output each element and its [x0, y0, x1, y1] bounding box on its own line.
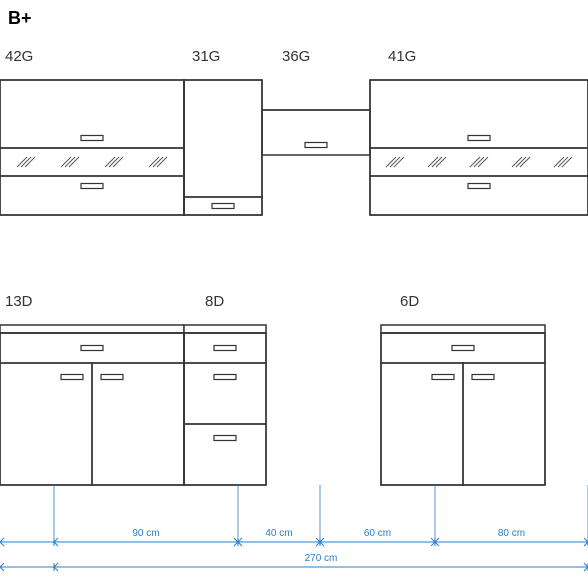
dimension-label: 60 cm	[353, 528, 403, 539]
cabinet-diagram	[0, 0, 588, 588]
upper-label: 31G	[192, 48, 220, 65]
upper-label: 36G	[282, 48, 310, 65]
upper-label: 42G	[5, 48, 33, 65]
dimension-label: 80 cm	[487, 528, 537, 539]
lower-label: 8D	[205, 293, 224, 310]
dimension-label: 90 cm	[121, 528, 171, 539]
upper-label: 41G	[388, 48, 416, 65]
config-title: B+	[8, 8, 32, 29]
lower-label: 6D	[400, 293, 419, 310]
dimension-label: 270 cm	[296, 553, 346, 564]
dimension-label: 40 cm	[254, 528, 304, 539]
lower-label: 13D	[5, 293, 33, 310]
